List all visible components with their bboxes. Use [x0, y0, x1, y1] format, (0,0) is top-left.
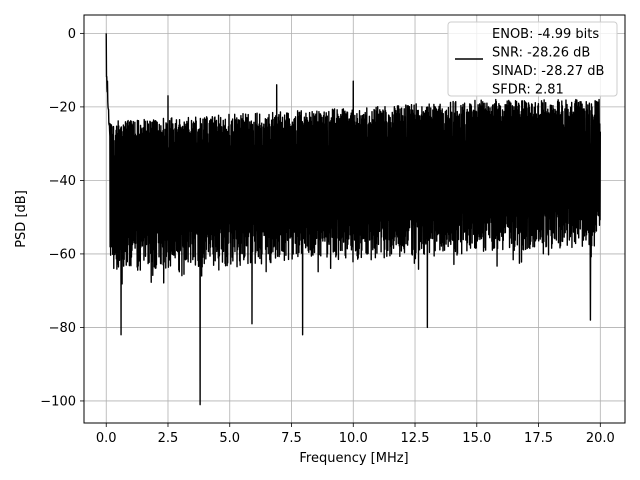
x-tick-label: 7.5 [281, 431, 302, 446]
x-tick-label: 12.5 [401, 431, 430, 446]
legend-box [447, 21, 618, 97]
x-tick-label: 17.5 [524, 431, 553, 446]
y-axis-label: PSD [dB] [14, 190, 29, 248]
x-tick-label: 0.0 [96, 431, 117, 446]
x-tick-label: 5.0 [219, 431, 240, 446]
y-tick-label: −60 [49, 247, 76, 262]
x-tick-label: 15.0 [462, 431, 491, 446]
legend-line: SNR: -28.26 dB [492, 46, 590, 61]
psd-series-line [105, 33, 601, 406]
data-layer [105, 33, 601, 406]
legend-line: SINAD: -28.27 dB [492, 64, 604, 79]
plot-frame [83, 14, 626, 424]
x-tick-label: 2.5 [158, 431, 179, 446]
legend-line: ENOB: -4.99 bits [492, 27, 599, 42]
y-tick-label: −80 [49, 321, 76, 336]
legend-line: SFDR: 2.81 [492, 83, 564, 98]
y-tick-label: −20 [49, 100, 76, 115]
legend: ENOB: -4.99 bits SNR: -28.26 dB SINAD: -28… [447, 21, 618, 98]
y-tick-label: −100 [40, 394, 76, 409]
legend-entry-text: ENOB: -4.99 bits SNR: -28.26 dB SINAD: -28… [492, 27, 604, 98]
x-axis-label: Frequency [MHz] [299, 451, 408, 466]
x-tick-label: 10.0 [339, 431, 368, 446]
ticks: 0.0 2.5 5.0 7.5 10.0 12.5 15.0 17.5 20.0 0 −20 −40 −… [40, 27, 614, 446]
y-tick-label: −40 [49, 174, 76, 189]
x-tick-label: 20.0 [586, 431, 615, 446]
y-tick-label: 0 [68, 27, 76, 42]
